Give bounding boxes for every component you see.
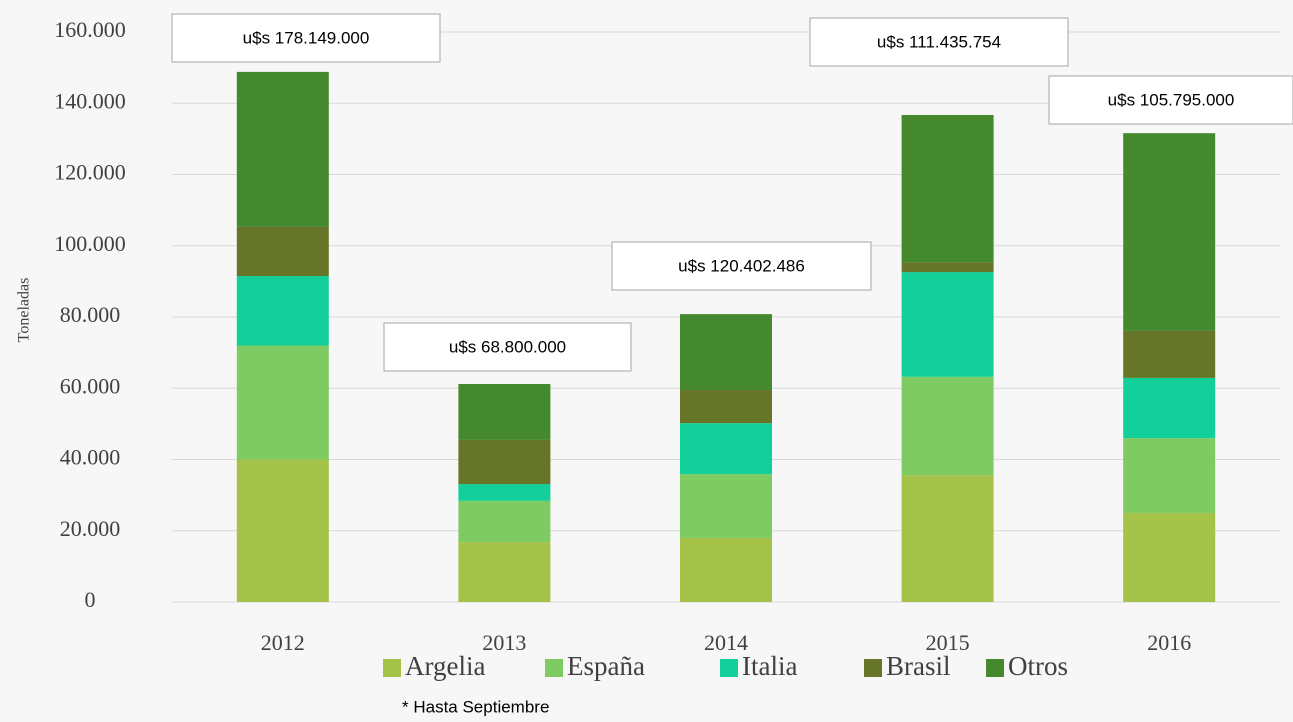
y-tick-label: 100.000 [54,231,126,256]
bar-segment [1123,133,1216,331]
legend-label: Otros [1008,651,1068,681]
y-tick-label: 60.000 [60,373,121,398]
legend-swatch [986,659,1004,677]
bar-segment [458,439,551,485]
bar-segment [458,500,551,543]
y-tick-label: 140.000 [54,88,126,113]
note: * Hasta Septiembre [402,697,549,716]
annotation-box [809,17,1069,67]
y-tick-label: 40.000 [60,445,121,470]
x-tick-label: 2013 [482,630,526,655]
annotation: u$s 120.402.486 [678,256,805,275]
x-tick-label: 2014 [704,630,748,655]
bar-segment [458,484,551,501]
bar-segment [901,475,994,602]
legend-label: Italia [742,651,797,681]
bar-segment [901,262,994,273]
legend-label: España [567,651,645,681]
bar-segment [1123,438,1216,513]
annotation-box [611,241,872,291]
y-axis-label: Toneladas [16,278,33,343]
bar-segment [901,272,994,377]
legend-label: Argelia [405,651,485,681]
bar-segment [1123,330,1216,378]
annotation-box [171,13,441,63]
annotation: u$s 178.149.000 [243,28,370,47]
legend-swatch [720,659,738,677]
y-tick-label: 80.000 [60,302,121,327]
y-tick-label: 0 [85,587,96,612]
bar-segment [236,459,329,602]
bar-segment [458,383,551,440]
bar-segment [901,115,994,263]
bar-segment [680,423,772,475]
x-tick-label: 2012 [261,630,305,655]
bar-segment [1123,377,1216,439]
y-tick-label: 120.000 [54,160,126,185]
annotation-box [1048,75,1293,125]
bar-segment [236,276,329,346]
annotation-box [383,322,632,372]
bar-segment [680,390,772,424]
bar-segment [236,345,329,460]
bar-segment [680,314,772,391]
bar-segment [901,376,994,476]
legend-swatch [383,659,401,677]
bar-segment [236,226,329,277]
x-tick-label: 2016 [1147,630,1191,655]
legend-label: Brasil [886,651,951,681]
bar-segment [236,71,329,227]
y-tick-label: 20.000 [60,516,121,541]
bar-segment [458,542,551,602]
bar-segment [680,474,772,538]
bar-segment [680,537,772,602]
bar-segment [1123,512,1216,602]
annotation: u$s 105.795.000 [1108,90,1235,109]
annotation: u$s 111.435.754 [877,32,1001,51]
x-tick-label: 2015 [926,630,970,655]
legend-swatch [545,659,563,677]
annotation: u$s 68.800.000 [449,337,566,356]
legend-swatch [864,659,882,677]
y-tick-label: 160.000 [54,17,126,42]
